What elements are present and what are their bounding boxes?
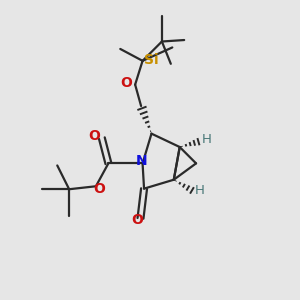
Text: O: O — [120, 76, 132, 90]
Text: H: H — [195, 184, 205, 197]
Text: H: H — [202, 133, 212, 146]
Text: N: N — [135, 154, 147, 168]
Text: O: O — [88, 129, 101, 143]
Text: O: O — [131, 213, 143, 227]
Text: Si: Si — [144, 52, 159, 67]
Text: O: O — [93, 182, 105, 196]
